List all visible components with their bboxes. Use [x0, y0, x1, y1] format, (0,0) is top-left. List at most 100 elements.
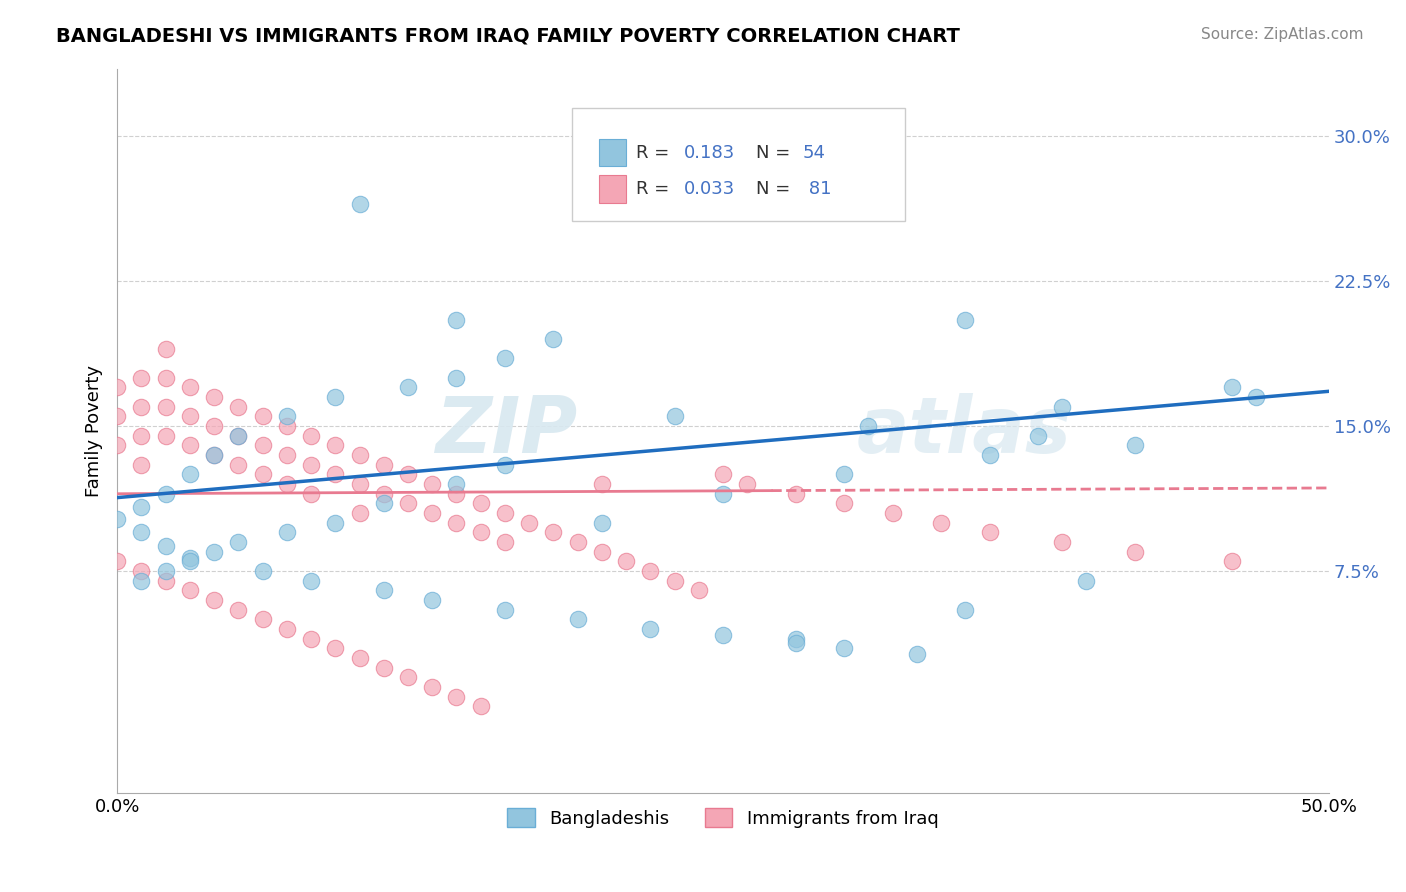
Point [785, 632, 807, 646]
Point [688, 583, 710, 598]
Point [373, 458, 395, 472]
Point [202, 448, 225, 462]
Point [567, 612, 589, 626]
Text: 81: 81 [803, 180, 831, 198]
Point [131, 458, 153, 472]
Point [131, 400, 153, 414]
Point [155, 487, 177, 501]
Point [131, 574, 153, 588]
Point [323, 467, 346, 482]
Text: ZIP: ZIP [436, 393, 578, 469]
Point [711, 467, 734, 482]
Point [905, 647, 928, 661]
Point [955, 603, 977, 617]
Point [105, 512, 128, 526]
Point [614, 554, 637, 568]
Point [591, 545, 613, 559]
Y-axis label: Family Poverty: Family Poverty [86, 365, 103, 497]
Point [252, 564, 274, 578]
Text: 54: 54 [803, 144, 825, 161]
Text: R =: R = [636, 144, 675, 161]
Text: 0.183: 0.183 [685, 144, 735, 161]
Point [1123, 545, 1146, 559]
Point [979, 525, 1001, 540]
Point [832, 641, 855, 656]
Point [785, 635, 807, 649]
Point [446, 313, 468, 327]
Point [131, 429, 153, 443]
Point [494, 351, 516, 366]
Point [470, 699, 492, 714]
Point [373, 583, 395, 598]
Point [155, 564, 177, 578]
Point [202, 593, 225, 607]
Point [1244, 390, 1267, 404]
Point [228, 535, 250, 549]
Point [929, 516, 952, 530]
Point [567, 535, 589, 549]
Point [155, 371, 177, 385]
Point [1220, 554, 1243, 568]
Point [179, 438, 201, 452]
Text: atlas: atlas [856, 393, 1071, 469]
Point [373, 661, 395, 675]
Point [228, 429, 250, 443]
Point [179, 380, 201, 394]
Point [882, 506, 904, 520]
Text: BANGLADESHI VS IMMIGRANTS FROM IRAQ FAMILY POVERTY CORRELATION CHART: BANGLADESHI VS IMMIGRANTS FROM IRAQ FAMI… [56, 27, 960, 45]
Point [131, 500, 153, 515]
Point [276, 622, 298, 636]
Point [299, 632, 322, 646]
Point [470, 496, 492, 510]
Point [420, 477, 443, 491]
Legend: Bangladeshis, Immigrants from Iraq: Bangladeshis, Immigrants from Iraq [501, 801, 946, 835]
Point [276, 525, 298, 540]
Point [179, 554, 201, 568]
Point [396, 670, 419, 684]
Point [349, 196, 371, 211]
Point [517, 516, 540, 530]
Point [252, 438, 274, 452]
Point [202, 390, 225, 404]
Point [131, 564, 153, 578]
Point [1026, 429, 1049, 443]
Point [252, 467, 274, 482]
Point [323, 641, 346, 656]
Point [349, 651, 371, 665]
Point [955, 313, 977, 327]
Point [832, 496, 855, 510]
Point [105, 409, 128, 424]
Point [446, 487, 468, 501]
Point [1050, 535, 1073, 549]
Point [299, 429, 322, 443]
Point [131, 525, 153, 540]
Point [349, 506, 371, 520]
Point [323, 438, 346, 452]
Point [299, 487, 322, 501]
Text: R =: R = [636, 180, 675, 198]
Point [276, 477, 298, 491]
Point [420, 593, 443, 607]
Point [543, 332, 565, 346]
Bar [599, 139, 626, 167]
Point [664, 409, 686, 424]
Point [711, 487, 734, 501]
Point [179, 550, 201, 565]
Point [446, 690, 468, 704]
Point [640, 564, 662, 578]
Point [131, 371, 153, 385]
Point [494, 506, 516, 520]
Point [323, 516, 346, 530]
Point [105, 554, 128, 568]
Point [228, 429, 250, 443]
Point [494, 458, 516, 472]
Point [179, 583, 201, 598]
Point [979, 448, 1001, 462]
Point [276, 409, 298, 424]
Point [1123, 438, 1146, 452]
Point [276, 448, 298, 462]
Point [228, 400, 250, 414]
Point [664, 574, 686, 588]
Point [543, 525, 565, 540]
Point [179, 467, 201, 482]
